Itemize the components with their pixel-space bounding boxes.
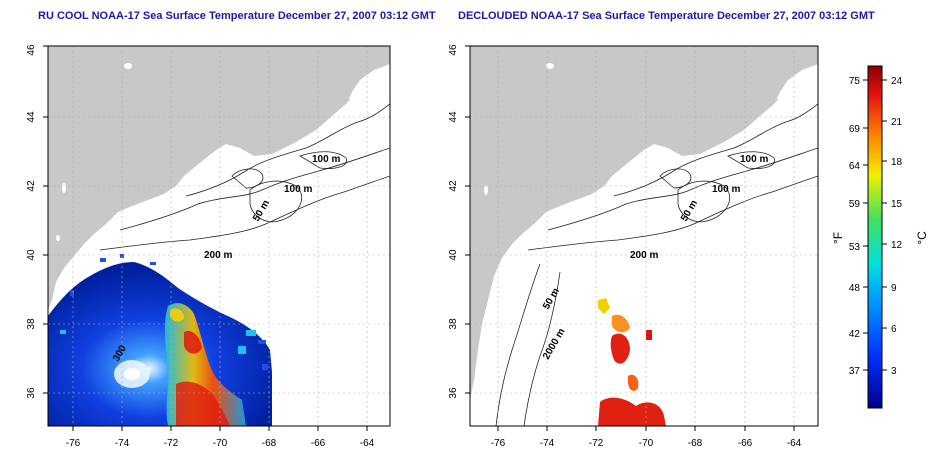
- contour-100m: [185, 103, 390, 197]
- fahrenheit-tick-label: 75: [849, 76, 861, 87]
- celsius-tick-label: 3: [891, 366, 897, 377]
- fahrenheit-tick-label: 69: [849, 124, 861, 135]
- x-tick-label: -76: [66, 438, 81, 449]
- contour-label: 100 m: [740, 154, 768, 165]
- x-tick-label: -64: [787, 438, 802, 449]
- contour-label: 200 m: [630, 250, 658, 261]
- right-map-title: DECLOUDED NOAA-17 Sea Surface Temperatur…: [458, 10, 875, 22]
- x-tick-label: -72: [589, 438, 604, 449]
- fahrenheit-tick-label: 37: [849, 366, 861, 377]
- y-tick-label: 38: [448, 318, 459, 330]
- left-map-title: RU COOL NOAA-17 Sea Surface Temperature …: [38, 10, 436, 22]
- contour-200m: [119, 147, 390, 231]
- fahrenheit-tick-label: 59: [849, 199, 861, 210]
- celsius-tick-label: 24: [891, 76, 903, 87]
- contour-label: 100 m: [284, 184, 312, 195]
- x-tick-label: -68: [688, 438, 703, 449]
- contour-label: 200 m: [204, 250, 232, 261]
- celsius-tick-label: 6: [891, 324, 897, 335]
- contour-2000m: [523, 271, 561, 426]
- celsius-tick-label: 12: [891, 240, 903, 251]
- y-tick-label: 46: [26, 44, 37, 56]
- x-tick-label: -70: [213, 438, 228, 449]
- y-tick-label: 44: [448, 111, 459, 123]
- contour-label: 100 m: [312, 154, 340, 165]
- x-tick-label: -64: [360, 438, 375, 449]
- celsius-tick-label: 18: [891, 157, 903, 168]
- x-tick-label: -72: [164, 438, 179, 449]
- x-tick-label: -66: [738, 438, 753, 449]
- y-tick-label: 42: [26, 180, 37, 192]
- fahrenheit-tick-label: 42: [849, 329, 861, 340]
- celsius-tick-label: 9: [891, 283, 897, 294]
- x-tick-label: -74: [115, 438, 130, 449]
- x-tick-label: -68: [262, 438, 277, 449]
- celsius-unit-label: °C: [915, 231, 929, 245]
- y-tick-label: 40: [448, 249, 459, 261]
- sst-patches: [598, 298, 666, 426]
- y-tick-label: 36: [26, 387, 37, 399]
- contour-50m: [495, 263, 541, 426]
- fahrenheit-tick-label: 64: [849, 161, 861, 172]
- y-tick-label: 38: [26, 318, 37, 330]
- right-map-panel: 100 m 100 m 50 m 200 m 50 m 2000 m -76 -…: [448, 44, 819, 449]
- fahrenheit-tick-label: 53: [849, 242, 861, 253]
- celsius-tick-label: 15: [891, 199, 903, 210]
- x-tick-label: -74: [540, 438, 555, 449]
- y-tick-label: 36: [448, 387, 459, 399]
- x-tick-label: -76: [491, 438, 506, 449]
- left-map-panel: 100 m 100 m 50 m 200 m 300 -76 -74 -72 -…: [26, 44, 391, 449]
- x-tick-label: -70: [639, 438, 654, 449]
- y-tick-label: 40: [26, 249, 37, 261]
- fahrenheit-tick-label: 48: [849, 283, 861, 294]
- land-mass: [470, 46, 818, 400]
- y-tick-label: 44: [26, 111, 37, 123]
- contour-label: 100 m: [712, 184, 740, 195]
- y-tick-label: 42: [448, 180, 459, 192]
- y-tick-label: 46: [448, 44, 459, 56]
- fahrenheit-unit-label: °F: [831, 232, 845, 244]
- celsius-tick-label: 21: [891, 117, 903, 128]
- colorbar: 75 69 64 59 53 48 42 37 24 21 18 15 12 9…: [831, 65, 929, 409]
- x-tick-label: -66: [311, 438, 326, 449]
